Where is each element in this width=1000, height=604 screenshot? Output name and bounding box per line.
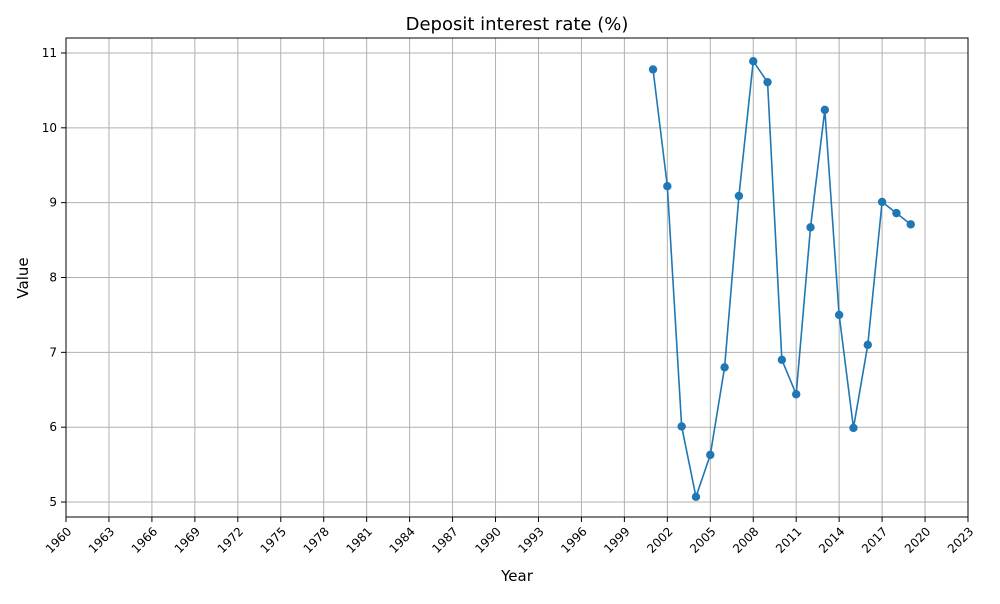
x-tick-label: 1972: [215, 524, 246, 555]
x-tick-label: 2011: [773, 524, 804, 555]
x-tick-label: 1963: [86, 524, 117, 555]
data-point: [834, 310, 844, 320]
x-tick-label: 1987: [429, 524, 460, 555]
data-series: [648, 57, 915, 501]
x-axis-ticks: 1960 1963 1966 1969 1972 1975 1978 1981 1984 1987…: [43, 517, 976, 556]
y-tick-label: 5: [49, 495, 57, 509]
data-point: [820, 105, 830, 115]
data-point: [706, 450, 715, 460]
plot-frame: [65, 37, 969, 518]
x-tick-label: 2005: [687, 524, 718, 555]
y-tick-label: 9: [49, 196, 57, 210]
data-point: [863, 340, 872, 350]
y-tick-label: 6: [49, 420, 57, 434]
data-point: [791, 390, 801, 399]
data-point: [906, 220, 915, 229]
grid-lines: [65, 38, 969, 517]
data-point: [677, 422, 686, 431]
x-tick-label: 2020: [902, 524, 933, 555]
data-point: [648, 65, 658, 74]
x-tick-label: 1975: [258, 524, 289, 555]
x-tick-label: 2002: [644, 524, 675, 555]
y-tick-label: 11: [42, 46, 57, 60]
x-tick-label: 1960: [43, 524, 74, 555]
x-axis-label: Year: [500, 567, 534, 585]
x-tick-label: 2014: [816, 524, 847, 555]
chart-title: Deposit interest rate (%): [406, 14, 629, 35]
y-tick-label: 7: [49, 345, 57, 359]
y-axis-label: Value: [14, 257, 32, 298]
data-point: [720, 363, 729, 372]
y-axis-ticks: 5 6 7 8 9 10 11: [42, 46, 66, 509]
data-point: [734, 191, 744, 201]
x-tick-label: 1996: [558, 524, 589, 555]
x-tick-label: 1990: [472, 524, 503, 555]
series-line: [652, 58, 912, 500]
data-point: [749, 57, 758, 66]
data-point: [892, 208, 901, 218]
x-tick-label: 1993: [515, 524, 546, 555]
y-tick-label: 8: [49, 271, 57, 285]
data-point: [877, 197, 887, 207]
data-point: [691, 492, 701, 501]
x-tick-label: 1969: [172, 524, 203, 555]
x-tick-label: 1966: [129, 524, 160, 555]
data-point: [763, 77, 772, 87]
data-point: [849, 423, 858, 433]
y-tick-label: 10: [42, 121, 57, 135]
x-tick-label: 1978: [301, 524, 332, 555]
x-tick-label: 1981: [344, 524, 375, 555]
data-point: [806, 223, 815, 232]
x-tick-label: 1999: [601, 524, 632, 555]
data-point: [777, 355, 787, 365]
x-tick-label: 2008: [730, 524, 761, 555]
x-tick-label: 2023: [945, 524, 976, 555]
data-point: [663, 181, 672, 191]
x-tick-label: 2017: [859, 524, 890, 555]
x-tick-label: 1984: [386, 524, 417, 555]
